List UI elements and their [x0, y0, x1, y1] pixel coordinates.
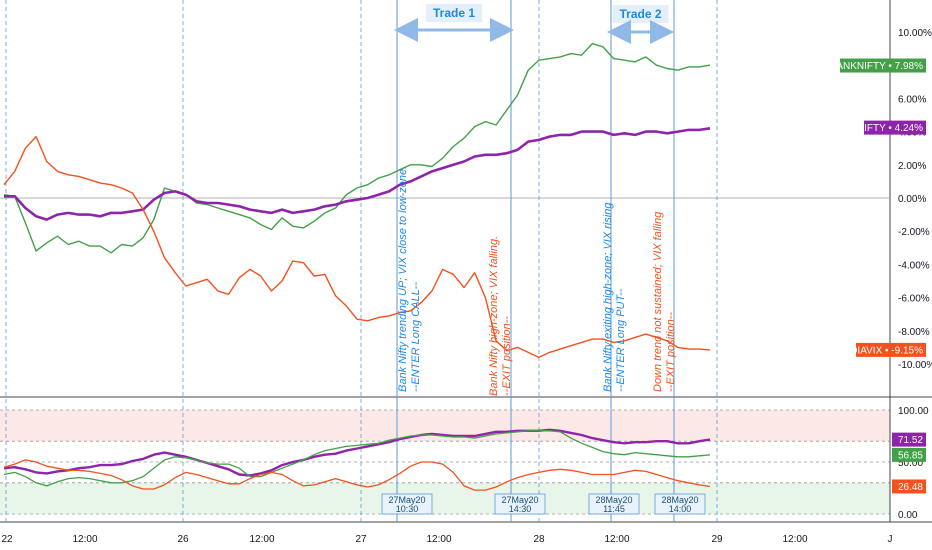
oscillator-line-indiavix[interactable] [3, 459, 711, 491]
note-exit-1-line: --EXIT position-- [501, 316, 513, 396]
oscillator-badge-nifty-bg [892, 432, 926, 447]
price-badge-indiavix-bg [856, 342, 926, 357]
time-axis-tick: 12:00 [426, 534, 451, 545]
time-axis-tick: 22 [1, 534, 13, 545]
time-label-date: 27May20 [388, 495, 425, 505]
note-enter-long-put: Bank Nifty exiting high-zone; VIX rising… [602, 202, 627, 392]
note-exit-1: Bank Nifty high-zone; VIX falling. --EXIT… [488, 236, 513, 396]
time-label-date: 27May20 [501, 495, 538, 505]
series-line-indiavix[interactable] [3, 135, 711, 359]
time-label-time: 10:30 [396, 504, 419, 514]
price-badge-nifty: NIFTY • 4.24% [857, 123, 923, 134]
oscillator-badge-banknifty-bg [892, 447, 926, 462]
price-axis-tick: 10.00% [898, 28, 932, 39]
time-axis-tick: 28 [533, 534, 545, 545]
time-axis-tick: 26 [177, 534, 189, 545]
oversold-zone [0, 482, 890, 514]
note-enter-long-call-line: Bank Nifty trending UP; VIX close to low… [397, 166, 409, 392]
price-badge-banknifty-bg [840, 58, 926, 73]
time-label-date: 28May20 [661, 495, 698, 505]
trade-2-label[interactable]: Trade 2 [619, 7, 661, 21]
note-enter-long-call: Bank Nifty trending UP; VIX close to low… [397, 166, 422, 392]
note-exit-2-line: Down trend not sustained; VIX falling [652, 211, 664, 392]
price-axis-tick: 2.00% [898, 161, 926, 172]
time-axis-tick: 12:00 [782, 534, 807, 545]
oscillator-badge-indiavix: 26.48 [898, 482, 923, 493]
trade-2-label-bg [612, 5, 669, 23]
series-line-nifty[interactable] [4, 127, 711, 221]
price-axis-tick: 0.00% [898, 194, 926, 205]
note-exit-2: Down trend not sustained; VIX falling --E… [652, 211, 677, 392]
oscillator-line-banknifty[interactable] [3, 430, 711, 487]
note-exit-2-line: --EXIT position-- [665, 312, 677, 392]
note-enter-long-put-line: --ENTER Long PUT-- [615, 288, 627, 392]
note-exit-1-line: Bank Nifty high-zone; VIX falling. [488, 236, 500, 396]
price-badge-indiavix: INDIAVIX • -9.15% [840, 345, 923, 356]
price-axis-tick: -8.00% [898, 327, 930, 338]
oscillator-badge-nifty: 71.52 [898, 435, 923, 446]
note-enter-long-put-line: Bank Nifty exiting high-zone; VIX rising [602, 202, 614, 392]
time-axis-tick: 12:00 [249, 534, 274, 545]
time-label-time: 11:45 [603, 504, 625, 514]
time-axis-tick: 27 [355, 534, 367, 545]
time-label-time: 14:00 [669, 504, 692, 514]
price-axis-tick: 6.00% [898, 94, 926, 105]
time-label-box [494, 493, 546, 515]
oscillator-axis-tick: 100.00 [898, 406, 929, 417]
time-axis-tick: 29 [711, 534, 723, 545]
time-label-box [381, 493, 433, 515]
oscillator-badge-banknifty: 56.85 [898, 450, 923, 461]
time-axis-tick: J [888, 534, 893, 545]
price-axis-tick: -6.00% [898, 294, 930, 305]
time-label-date: 28May20 [595, 495, 632, 505]
time-axis-tick: 12:00 [72, 534, 97, 545]
oscillator-axis-tick: 50.00 [898, 458, 923, 469]
oscillator-line-nifty[interactable] [3, 428, 711, 477]
time-axis-tick: 12:00 [604, 534, 629, 545]
price-badge-nifty-bg [864, 120, 926, 135]
trade-1-label-bg [426, 4, 482, 22]
price-axis-tick: -4.00% [898, 260, 930, 271]
time-label-time: 14:30 [509, 504, 532, 514]
time-label-box [654, 493, 706, 515]
trade-1-label[interactable]: Trade 1 [433, 6, 475, 20]
price-axis-tick: -10.00% [898, 360, 932, 371]
price-badge-banknifty: BANKNIFTY • 7.98% [830, 61, 923, 72]
series-line-banknifty[interactable] [3, 42, 711, 254]
oscillator-badge-indiavix-bg [892, 479, 926, 494]
oscillator-axis-tick: 0.00 [898, 510, 918, 521]
price-axis-tick: -2.00% [898, 227, 930, 238]
note-enter-long-call-line: --ENTER Long CALL-- [410, 282, 422, 392]
time-label-box [588, 493, 640, 515]
